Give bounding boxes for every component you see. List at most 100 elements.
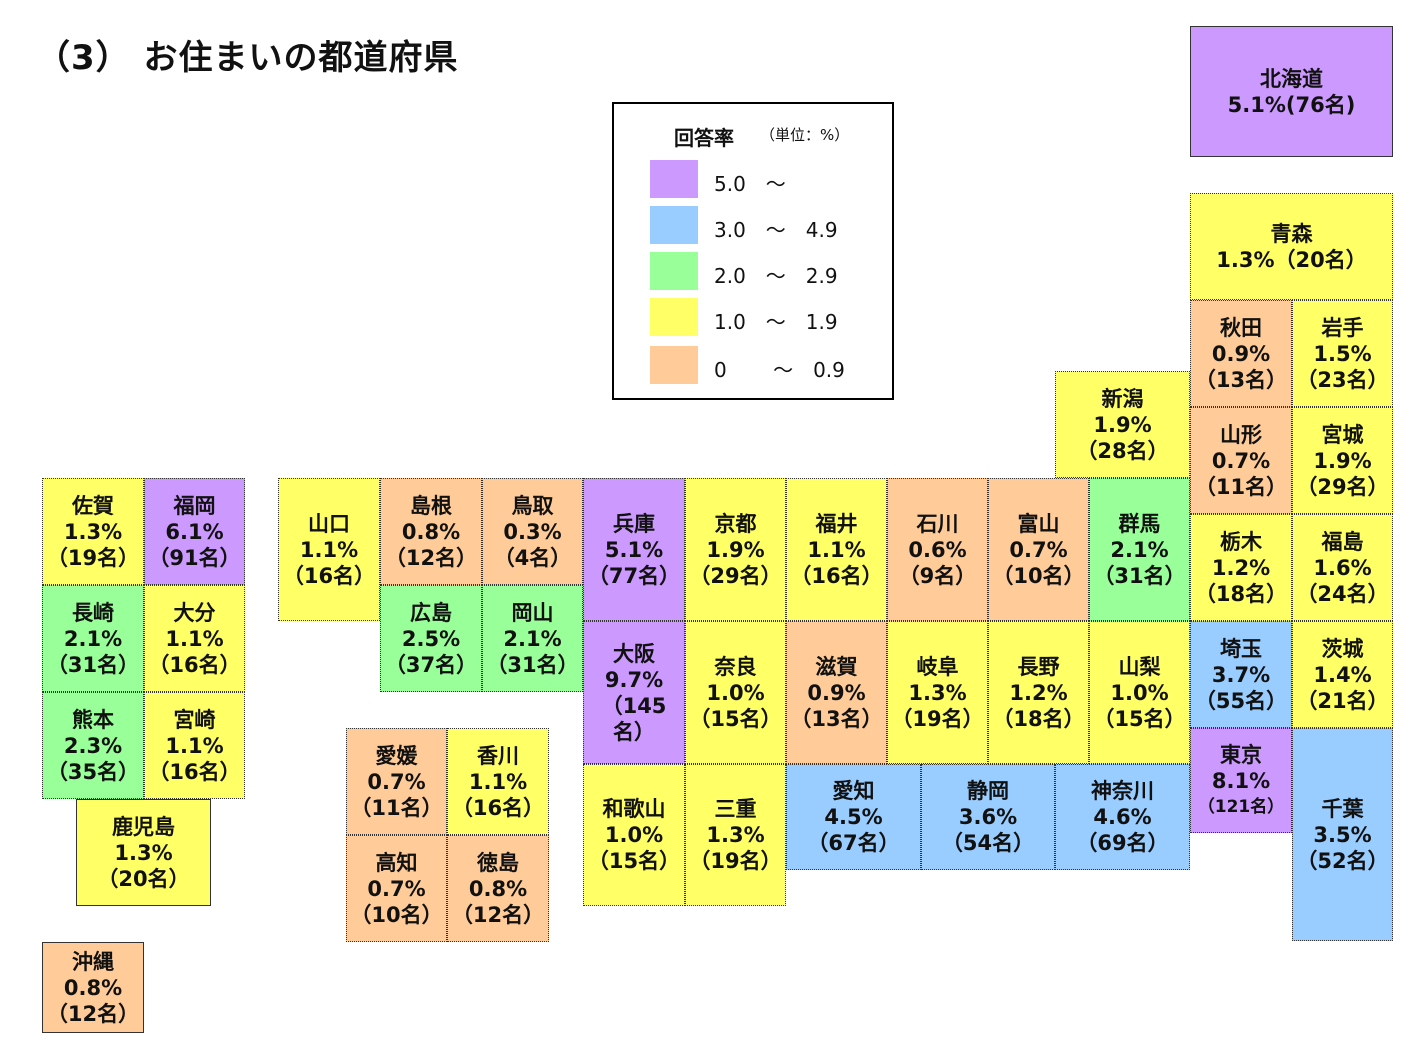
pref-rate: 1.2% <box>1211 555 1271 580</box>
pref-rate: 2.3% <box>63 733 123 758</box>
pref-rate: 9.7% <box>604 667 664 692</box>
pref-name: 群馬 <box>1118 511 1161 536</box>
pref-count: （31名） <box>46 652 140 677</box>
pref-oita: 大分 1.1% （16名） <box>144 585 245 692</box>
pref-count: （52名） <box>1296 848 1389 873</box>
pref-name: 山梨 <box>1118 654 1161 679</box>
pref-osaka: 大阪 9.7% （145名） <box>583 621 685 764</box>
pref-rate: 3.6% <box>958 805 1018 829</box>
pref-count: （29名） <box>689 563 782 588</box>
pref-rate: 2.1% <box>503 626 562 651</box>
pref-rate: 2.1% <box>1110 537 1169 562</box>
pref-rate: 1.0% <box>706 680 765 705</box>
legend-label: 2.0 ～ 2.9 <box>714 264 838 288</box>
pref-gifu: 岐阜 1.3% （19名） <box>887 621 988 764</box>
pref-rate: 0.7% <box>1009 537 1068 562</box>
pref-name: 広島 <box>410 600 452 625</box>
pref-nara: 奈良 1.0% （15名） <box>685 621 786 764</box>
pref-name: 福井 <box>815 511 858 536</box>
pref-hiroshima: 広島 2.5% （37名） <box>380 585 482 692</box>
legend-label: 0 ～ 0.9 <box>714 358 845 382</box>
pref-name: 鹿児島 <box>112 814 175 839</box>
pref-name: 山形 <box>1220 422 1262 447</box>
pref-fukui: 福井 1.1% （16名） <box>786 478 887 621</box>
pref-count: （23名） <box>1296 367 1389 392</box>
pref-count: （19名） <box>891 706 984 731</box>
legend-swatch <box>650 206 698 244</box>
pref-rate: 1.0% <box>604 823 664 847</box>
pref-count: （77名） <box>587 563 681 588</box>
pref-rate: 0.8% <box>468 876 528 901</box>
pref-miyagi: 宮城 1.9% （29名） <box>1292 407 1393 514</box>
pref-name: 栃木 <box>1220 529 1262 554</box>
pref-count: （18名） <box>992 706 1085 731</box>
pref-name: 東京 <box>1220 742 1262 767</box>
pref-fukushima: 福島 1.6% （24名） <box>1292 514 1393 621</box>
pref-count: （20名） <box>97 866 190 891</box>
pref-iwate: 岩手 1.5% （23名） <box>1292 300 1393 407</box>
pref-name: 青森 <box>1270 221 1313 246</box>
pref-wakayama: 和歌山 1.0% （15名） <box>583 764 685 906</box>
pref-rate: 1.3% <box>908 680 967 705</box>
pref-rate: 1.1% <box>165 626 224 651</box>
pref-rate: 0.8% <box>401 519 461 544</box>
pref-count: （21名） <box>1296 688 1389 713</box>
pref-okayama: 岡山 2.1% （31名） <box>482 585 583 692</box>
pref-name: 愛知 <box>832 779 875 803</box>
pref-rate: 0.8% <box>63 975 123 1000</box>
pref-count: （12名） <box>46 1001 140 1026</box>
pref-shizuoka: 静岡 3.6% （54名） <box>921 764 1055 870</box>
pref-name: 茨城 <box>1321 636 1364 661</box>
pref-count: （9名） <box>898 563 977 588</box>
pref-count: （11名） <box>1194 474 1288 499</box>
pref-fukuoka: 福岡 6.1% （91名） <box>144 478 245 585</box>
pref-rate: 1.2% <box>1009 680 1068 705</box>
pref-rate: 1.9% <box>706 537 765 562</box>
pref-count: （18名） <box>1194 581 1288 606</box>
pref-count: （15名） <box>689 706 782 731</box>
pref-rate: 1.5% <box>1313 341 1372 366</box>
pref-ibaraki: 茨城 1.4% （21名） <box>1292 621 1393 728</box>
pref-count: （37名） <box>384 652 478 677</box>
pref-count: （145名） <box>601 693 667 744</box>
pref-rate: 1.9% <box>1093 412 1152 437</box>
pref-count: （15名） <box>1093 706 1186 731</box>
pref-name: 沖縄 <box>72 949 114 974</box>
pref-rate: 8.1% <box>1211 768 1271 793</box>
legend-label: 1.0 ～ 1.9 <box>714 310 838 334</box>
pref-rate: 5.1% <box>604 537 664 562</box>
pref-rate: 0.7% <box>367 876 426 901</box>
pref-name: 鳥取 <box>511 493 554 518</box>
pref-name: 奈良 <box>714 654 757 679</box>
pref-chiba: 千葉 3.5% （52名） <box>1292 728 1393 941</box>
pref-count: （16名） <box>790 563 883 588</box>
pref-name: 新潟 <box>1101 386 1144 411</box>
pref-rate: 1.1% <box>468 769 528 794</box>
pref-count: （4名） <box>493 545 572 570</box>
pref-name: 北海道 <box>1260 66 1323 91</box>
pref-rate: 2.1% <box>63 626 123 651</box>
pref-count: （28名） <box>1076 438 1169 463</box>
pref-name: 大阪 <box>613 641 655 666</box>
pref-name: 石川 <box>916 511 959 536</box>
pref-count: （69名） <box>1076 831 1169 855</box>
pref-name: 岡山 <box>511 600 554 625</box>
pref-count: （19名） <box>46 545 140 570</box>
pref-count: （12名） <box>384 545 478 570</box>
pref-name: 島根 <box>410 493 452 518</box>
pref-miyazaki: 宮崎 1.1% （16名） <box>144 692 245 799</box>
pref-count: （31名） <box>1093 563 1186 588</box>
pref-name: 岩手 <box>1321 315 1364 340</box>
pref-rate: 1.0% <box>1110 680 1169 705</box>
pref-count: （121名） <box>1197 796 1285 817</box>
pref-saga: 佐賀 1.3% （19名） <box>42 478 144 585</box>
pref-name: 愛媛 <box>375 743 418 768</box>
pref-nagano: 長野 1.2% （18名） <box>988 621 1089 764</box>
pref-okinawa: 沖縄 0.8% （12名） <box>42 942 144 1033</box>
pref-ehime: 愛媛 0.7% （11名） <box>346 728 447 835</box>
pref-name: 大分 <box>173 600 216 625</box>
pref-rate: 1.3% <box>114 840 173 865</box>
pref-akita: 秋田 0.9% （13名） <box>1190 300 1292 407</box>
pref-rate: 1.3% <box>63 519 123 544</box>
pref-name: 三重 <box>714 797 757 821</box>
